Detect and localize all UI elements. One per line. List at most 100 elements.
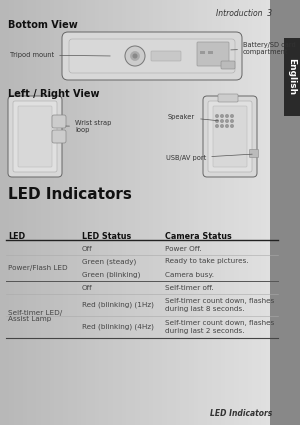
FancyBboxPatch shape (208, 101, 252, 172)
Polygon shape (18, 0, 22, 425)
Polygon shape (270, 0, 300, 425)
FancyBboxPatch shape (218, 94, 238, 102)
Polygon shape (103, 0, 108, 425)
Text: Self-timer count down, flashes
during last 2 seconds.: Self-timer count down, flashes during la… (165, 320, 274, 334)
Text: USB/AV port: USB/AV port (166, 154, 252, 161)
Text: Green (blinking): Green (blinking) (82, 271, 140, 278)
Circle shape (133, 54, 137, 59)
Polygon shape (207, 0, 211, 425)
Polygon shape (130, 0, 135, 425)
Polygon shape (4, 0, 9, 425)
Polygon shape (256, 0, 261, 425)
Polygon shape (184, 0, 189, 425)
Circle shape (221, 125, 223, 128)
Polygon shape (176, 0, 180, 425)
Text: Green (steady): Green (steady) (82, 258, 136, 265)
Text: Left / Right View: Left / Right View (8, 89, 100, 99)
Polygon shape (9, 0, 14, 425)
Circle shape (216, 115, 218, 117)
Polygon shape (63, 0, 68, 425)
FancyBboxPatch shape (18, 106, 52, 167)
Text: Bottom View: Bottom View (8, 20, 78, 30)
Circle shape (231, 125, 233, 128)
Polygon shape (72, 0, 76, 425)
Text: Red (blinking) (4Hz): Red (blinking) (4Hz) (82, 324, 154, 330)
Bar (200, 51, 205, 54)
Polygon shape (202, 0, 207, 425)
Circle shape (231, 115, 233, 117)
Text: LED Indicators: LED Indicators (8, 187, 132, 202)
Polygon shape (171, 0, 175, 425)
Text: Self-timer off.: Self-timer off. (165, 284, 214, 291)
Polygon shape (0, 0, 4, 425)
Polygon shape (238, 0, 243, 425)
Polygon shape (108, 0, 112, 425)
Polygon shape (14, 0, 18, 425)
Polygon shape (148, 0, 153, 425)
Polygon shape (216, 0, 220, 425)
Polygon shape (158, 0, 162, 425)
Polygon shape (32, 0, 36, 425)
Polygon shape (27, 0, 32, 425)
Circle shape (226, 115, 228, 117)
Polygon shape (22, 0, 27, 425)
Circle shape (231, 120, 233, 122)
Text: LED: LED (8, 232, 25, 241)
Polygon shape (76, 0, 81, 425)
Polygon shape (261, 0, 266, 425)
Polygon shape (248, 0, 252, 425)
Polygon shape (243, 0, 248, 425)
Polygon shape (140, 0, 144, 425)
Text: LED Status: LED Status (82, 232, 131, 241)
Text: Off: Off (82, 246, 93, 252)
Polygon shape (220, 0, 225, 425)
Polygon shape (126, 0, 130, 425)
FancyBboxPatch shape (13, 101, 57, 172)
FancyBboxPatch shape (8, 96, 62, 177)
Text: Camera Status: Camera Status (165, 232, 232, 241)
FancyBboxPatch shape (197, 42, 229, 66)
FancyBboxPatch shape (203, 96, 257, 177)
Text: Ready to take pictures.: Ready to take pictures. (165, 258, 249, 264)
Circle shape (221, 115, 223, 117)
Polygon shape (90, 0, 94, 425)
Polygon shape (36, 0, 40, 425)
Polygon shape (252, 0, 256, 425)
Polygon shape (54, 0, 58, 425)
Polygon shape (153, 0, 158, 425)
FancyBboxPatch shape (221, 61, 235, 69)
Polygon shape (117, 0, 122, 425)
Polygon shape (189, 0, 194, 425)
Circle shape (226, 120, 228, 122)
Text: Battery/SD card
compartment: Battery/SD card compartment (231, 42, 296, 55)
Text: Camera busy.: Camera busy. (165, 272, 214, 278)
Text: Tripod mount: Tripod mount (10, 52, 110, 58)
Text: Introduction  3: Introduction 3 (216, 9, 272, 18)
Polygon shape (85, 0, 90, 425)
Polygon shape (167, 0, 171, 425)
FancyBboxPatch shape (151, 51, 181, 61)
Circle shape (130, 51, 140, 60)
FancyBboxPatch shape (250, 150, 259, 158)
Circle shape (125, 46, 145, 66)
Text: Self-timer count down, flashes
during last 8 seconds.: Self-timer count down, flashes during la… (165, 298, 274, 312)
Polygon shape (212, 0, 216, 425)
FancyBboxPatch shape (213, 106, 247, 167)
Bar (208, 51, 213, 54)
Polygon shape (266, 0, 270, 425)
Polygon shape (112, 0, 117, 425)
Text: Wrist strap
loop: Wrist strap loop (66, 120, 111, 133)
Polygon shape (45, 0, 50, 425)
Text: English: English (287, 59, 296, 96)
Polygon shape (99, 0, 103, 425)
Polygon shape (58, 0, 63, 425)
Text: Red (blinking) (1Hz): Red (blinking) (1Hz) (82, 302, 154, 308)
Circle shape (216, 120, 218, 122)
Polygon shape (230, 0, 234, 425)
Text: Speaker: Speaker (168, 114, 218, 121)
Polygon shape (162, 0, 166, 425)
FancyBboxPatch shape (284, 38, 300, 116)
Text: Self-timer LED/
Assist Lamp: Self-timer LED/ Assist Lamp (8, 309, 62, 323)
Polygon shape (122, 0, 126, 425)
Polygon shape (68, 0, 72, 425)
